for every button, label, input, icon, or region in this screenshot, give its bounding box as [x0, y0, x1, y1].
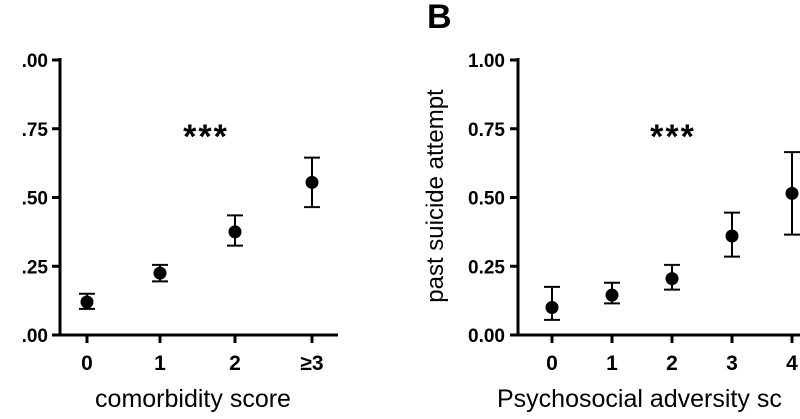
- panel-b-label: B: [427, 0, 452, 36]
- data-point: [785, 186, 799, 200]
- panel-b-y-label: past suicide attempt: [422, 89, 449, 303]
- panel-b-y-ticks: 0.00 0.25 0.50 0.75 1.00: [468, 51, 518, 347]
- y-tick-label: 1.00: [468, 51, 505, 72]
- panel-b-significance: ***: [650, 118, 696, 156]
- x-tick-label: 2: [229, 352, 241, 375]
- y-tick-label: .25: [22, 257, 49, 278]
- x-tick-label: 1: [154, 352, 166, 375]
- y-tick-label: 0.00: [468, 326, 505, 347]
- panel-a-y-ticks: .00 .25 .50 .75 .00: [22, 51, 60, 347]
- x-tick-label: 4: [786, 352, 798, 375]
- panel-a: .00 .25 .50 .75 .00 0 1 2 ≥3 *** comorbidity sc…: [22, 51, 338, 413]
- data-point: [80, 295, 94, 309]
- x-tick-label: 0: [546, 352, 558, 375]
- panel-a-significance: ***: [183, 118, 229, 156]
- panel-a-points: [79, 156, 320, 310]
- x-tick-label: 0: [81, 352, 93, 375]
- x-tick-label: 2: [666, 352, 678, 375]
- data-point: [153, 266, 167, 280]
- panel-b-points: [544, 151, 800, 321]
- x-tick-label: 3: [726, 352, 738, 375]
- y-tick-label: .75: [22, 120, 49, 141]
- y-tick-label: 0.25: [468, 257, 505, 278]
- data-point: [228, 225, 242, 239]
- data-point: [605, 288, 619, 302]
- x-tick-label: 1: [606, 352, 618, 375]
- data-point: [305, 175, 319, 189]
- panel-b: B 0.00 0.25 0.50 0.75 1.00 0 1 2 3 4 *** Psychos…: [422, 0, 800, 413]
- data-point: [725, 229, 739, 243]
- panel-a-x-label: comorbidity score: [95, 385, 291, 413]
- data-point: [665, 272, 679, 286]
- panel-b-x-ticks: 0 1 2 3 4: [546, 335, 798, 375]
- x-tick-label: ≥3: [300, 352, 323, 375]
- data-point: [545, 301, 559, 314]
- y-tick-label: .50: [22, 189, 48, 210]
- y-tick-label: .00: [22, 51, 48, 72]
- panel-a-x-ticks: 0 1 2 ≥3: [81, 335, 324, 375]
- panel-b-x-label: Psychosocial adversity sc: [497, 385, 782, 413]
- y-tick-label: 0.50: [468, 189, 505, 210]
- y-tick-label: .00: [22, 326, 48, 347]
- y-tick-label: 0.75: [468, 120, 505, 141]
